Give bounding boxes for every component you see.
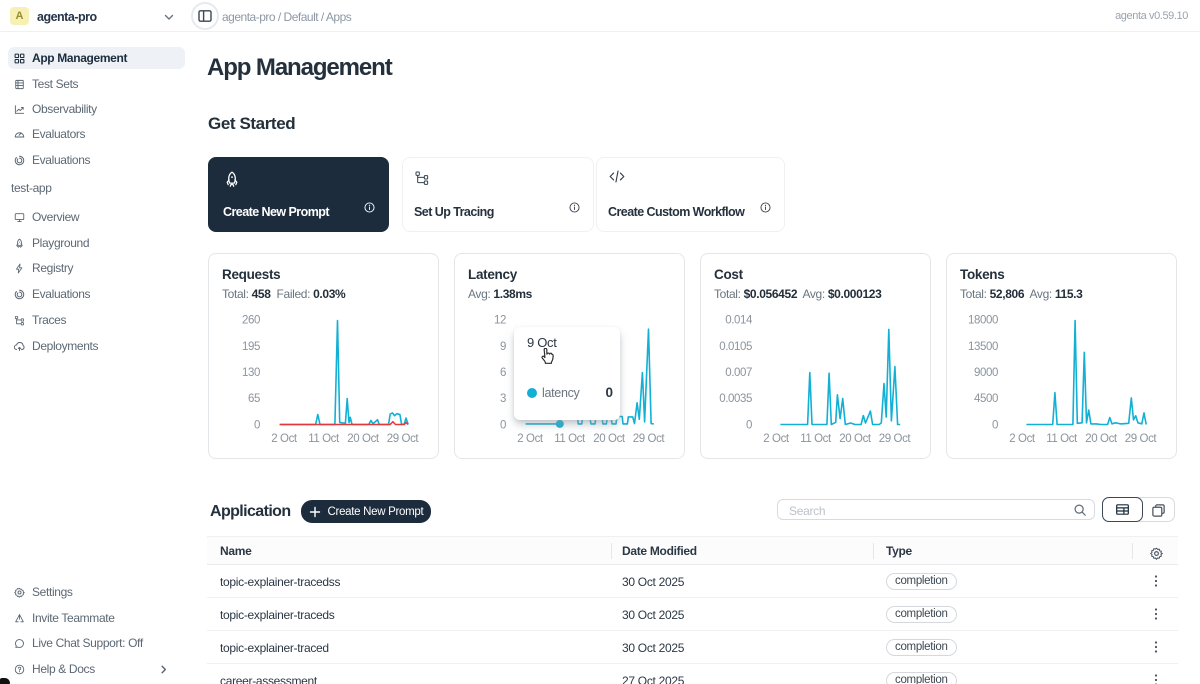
- svg-text:0.014: 0.014: [725, 315, 753, 327]
- svg-text:0.0035: 0.0035: [719, 393, 752, 405]
- svg-text:0.0105: 0.0105: [719, 341, 752, 353]
- svg-text:11 Oct: 11 Oct: [800, 433, 832, 445]
- svg-text:195: 195: [242, 341, 260, 353]
- svg-text:0.007: 0.007: [725, 367, 752, 379]
- svg-text:0: 0: [500, 420, 506, 432]
- svg-text:260: 260: [242, 315, 260, 327]
- svg-text:0: 0: [992, 420, 998, 432]
- svg-text:18000: 18000: [968, 315, 998, 327]
- svg-text:130: 130: [242, 367, 260, 379]
- svg-text:2 Oct: 2 Oct: [763, 433, 790, 445]
- svg-text:3: 3: [500, 393, 506, 405]
- svg-text:20 Oct: 20 Oct: [347, 433, 380, 445]
- svg-text:6: 6: [500, 367, 506, 379]
- svg-text:29 Oct: 29 Oct: [387, 433, 420, 445]
- svg-text:2 Oct: 2 Oct: [1009, 433, 1036, 445]
- svg-text:20 Oct: 20 Oct: [593, 433, 626, 445]
- svg-text:4500: 4500: [974, 393, 998, 405]
- svg-text:0: 0: [254, 420, 260, 432]
- svg-text:20 Oct: 20 Oct: [1085, 433, 1118, 445]
- svg-text:29 Oct: 29 Oct: [879, 433, 912, 445]
- svg-text:65: 65: [248, 393, 260, 405]
- svg-text:20 Oct: 20 Oct: [839, 433, 872, 445]
- svg-text:29 Oct: 29 Oct: [1125, 433, 1158, 445]
- svg-text:12: 12: [494, 315, 506, 327]
- svg-text:13500: 13500: [968, 341, 998, 353]
- svg-text:9000: 9000: [974, 367, 998, 379]
- svg-text:0: 0: [746, 420, 752, 432]
- svg-text:11 Oct: 11 Oct: [1046, 433, 1078, 445]
- svg-text:29 Oct: 29 Oct: [633, 433, 666, 445]
- svg-text:2 Oct: 2 Oct: [271, 433, 298, 445]
- svg-text:2 Oct: 2 Oct: [517, 433, 544, 445]
- svg-text:9: 9: [500, 341, 506, 353]
- svg-text:11 Oct: 11 Oct: [308, 433, 340, 445]
- svg-text:11 Oct: 11 Oct: [554, 433, 586, 445]
